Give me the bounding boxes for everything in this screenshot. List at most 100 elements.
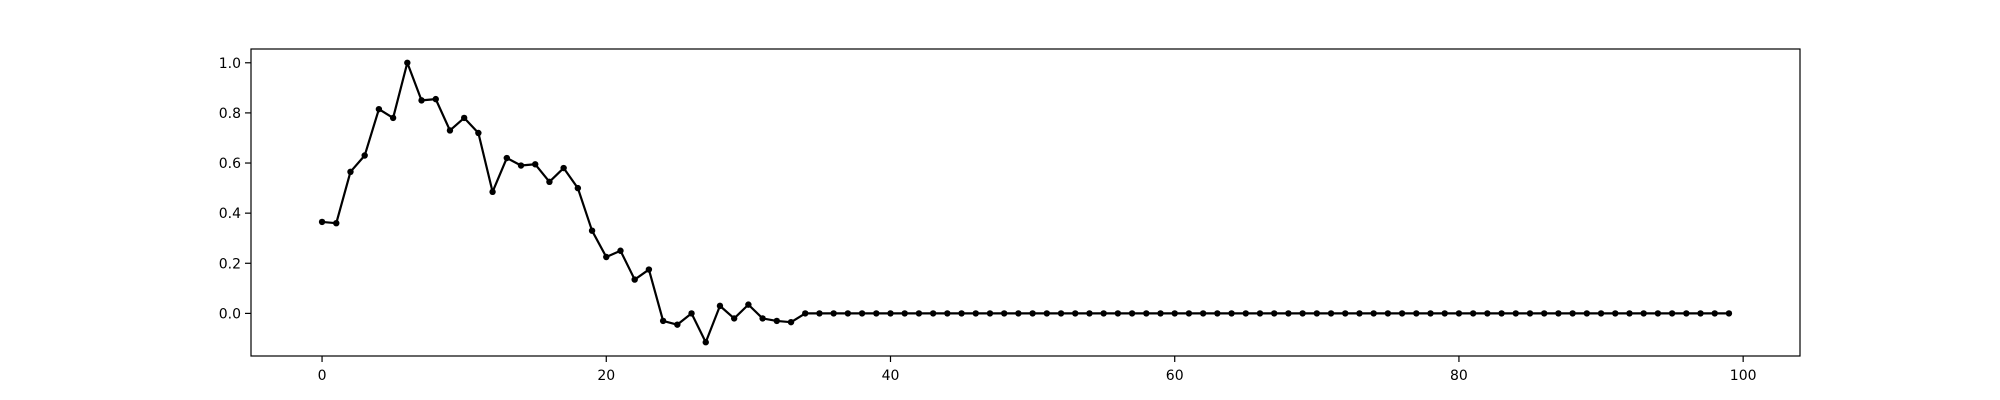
data-point xyxy=(1498,310,1505,317)
data-point xyxy=(745,301,752,308)
data-point xyxy=(1455,310,1463,317)
data-point xyxy=(844,310,852,317)
data-point xyxy=(1526,310,1534,317)
data-point xyxy=(1000,310,1008,317)
data-point xyxy=(1327,310,1335,317)
data-point xyxy=(1697,310,1704,317)
data-point xyxy=(915,310,923,317)
data-point xyxy=(1356,310,1363,317)
data-point xyxy=(1242,310,1249,317)
series-line xyxy=(321,61,1729,344)
data-point xyxy=(375,105,383,113)
data-point xyxy=(830,310,837,317)
data-point xyxy=(1597,310,1605,317)
data-point xyxy=(361,152,368,159)
data-point xyxy=(1199,310,1207,317)
data-point xyxy=(617,247,624,254)
data-point xyxy=(1342,310,1349,317)
data-point xyxy=(1668,310,1676,317)
data-point xyxy=(958,310,965,317)
data-point xyxy=(333,219,340,227)
data-point xyxy=(759,315,766,322)
data-point xyxy=(1725,310,1733,317)
data-point xyxy=(986,310,994,317)
data-point xyxy=(1441,310,1448,317)
data-point xyxy=(688,310,695,317)
x-tick-label: 40 xyxy=(882,368,900,384)
data-point xyxy=(802,310,809,317)
y-axis: 0.0 0.2 0.4 0.6 0.8 1.0 xyxy=(219,56,251,322)
data-point xyxy=(347,168,354,175)
data-point xyxy=(716,302,724,310)
y-tick-label: 0.6 xyxy=(219,156,241,172)
data-point xyxy=(1086,310,1093,317)
data-point xyxy=(901,310,908,317)
data-point xyxy=(1143,310,1150,317)
data-point xyxy=(1569,310,1576,317)
data-point xyxy=(574,184,582,192)
data-point xyxy=(674,321,681,328)
data-point xyxy=(560,164,567,172)
data-point xyxy=(1299,310,1306,317)
data-point xyxy=(1285,310,1292,317)
plot-frame xyxy=(250,48,1801,357)
data-point xyxy=(475,129,482,137)
data-point xyxy=(603,253,610,261)
data-point xyxy=(944,310,951,317)
data-point xyxy=(1612,310,1619,317)
data-point xyxy=(1711,310,1718,317)
data-point xyxy=(659,317,667,325)
data-point xyxy=(1029,310,1036,317)
data-point xyxy=(1114,310,1122,317)
data-point xyxy=(1313,310,1321,317)
data-point xyxy=(1413,310,1420,317)
x-tick-label: 60 xyxy=(1166,368,1184,384)
data-point xyxy=(1583,310,1591,317)
data-point xyxy=(702,339,709,346)
y-tick-label: 0.4 xyxy=(219,206,241,222)
data-point xyxy=(972,310,979,317)
data-point xyxy=(1128,310,1136,317)
data-point xyxy=(318,218,326,226)
data-point xyxy=(517,162,525,169)
data-point xyxy=(1427,310,1434,317)
data-point xyxy=(858,310,866,317)
data-point xyxy=(1185,310,1193,317)
y-tick-label: 0.0 xyxy=(219,306,241,322)
data-point xyxy=(929,310,937,317)
data-point xyxy=(1100,310,1107,317)
data-point xyxy=(1384,310,1392,317)
data-point xyxy=(588,227,596,234)
data-point xyxy=(432,95,439,103)
data-point xyxy=(1228,310,1235,317)
data-point xyxy=(503,154,510,162)
data-point xyxy=(1512,310,1519,317)
x-tick-label: 80 xyxy=(1450,368,1468,384)
x-axis: 0 20 40 60 80 100 xyxy=(318,356,1757,384)
data-point xyxy=(631,276,638,283)
data-point xyxy=(446,127,454,134)
data-point xyxy=(489,188,496,196)
data-point xyxy=(887,310,894,317)
x-tick-label: 20 xyxy=(597,368,615,384)
data-point xyxy=(1469,310,1477,317)
data-point xyxy=(1072,310,1079,317)
data-point xyxy=(1683,310,1690,317)
data-point xyxy=(1171,310,1178,317)
data-point xyxy=(1398,310,1406,317)
data-point xyxy=(404,59,411,66)
data-point xyxy=(816,310,823,317)
data-point xyxy=(1157,310,1164,317)
data-point xyxy=(1626,310,1633,317)
data-point xyxy=(1654,310,1662,317)
data-point xyxy=(389,114,397,122)
data-point xyxy=(1370,310,1377,317)
data-point xyxy=(787,318,795,326)
data-point xyxy=(645,266,653,273)
y-tick-label: 1.0 xyxy=(219,56,241,72)
data-point xyxy=(418,97,425,104)
data-point xyxy=(1214,310,1221,317)
data-point xyxy=(730,315,738,322)
data-point xyxy=(1256,310,1264,317)
